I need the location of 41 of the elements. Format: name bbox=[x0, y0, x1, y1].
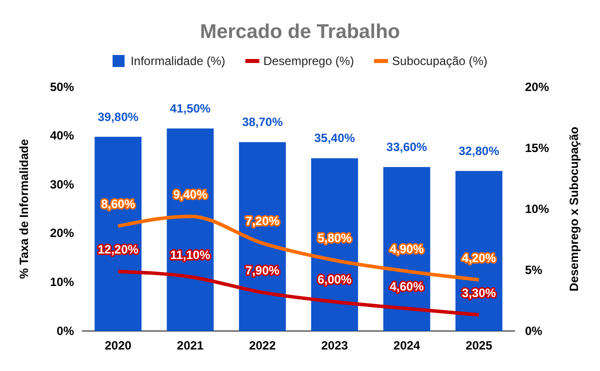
x-tick-label: 2024 bbox=[393, 338, 420, 353]
x-tick-label: 2020 bbox=[104, 338, 132, 353]
y2-tick-label: 5% bbox=[525, 262, 543, 277]
data-label: 41,50% bbox=[170, 101, 211, 116]
data-label: 4,90% bbox=[390, 242, 424, 256]
y-tick-label: 10% bbox=[50, 275, 74, 290]
data-label: 8,60% bbox=[101, 197, 136, 212]
y-axis-title: % Taxa de Informalidade bbox=[17, 138, 31, 279]
data-label: 3,30% bbox=[462, 286, 496, 300]
y2-tick-label: 10% bbox=[525, 202, 550, 216]
data-label: 12,20% bbox=[98, 242, 139, 256]
legend-label: Desemprego (%) bbox=[263, 54, 354, 68]
y2-tick-label: 20% bbox=[525, 80, 550, 94]
x-tick-label: 2025 bbox=[466, 338, 493, 353]
data-label: 9,40% bbox=[173, 187, 208, 202]
y-tick-label: 0% bbox=[56, 324, 74, 338]
legend-label: Informalidade (%) bbox=[130, 54, 226, 68]
data-label: 32,80% bbox=[458, 144, 500, 158]
chart-title: Mercado de Trabalho bbox=[200, 21, 400, 43]
y-tick-label: 50% bbox=[50, 80, 74, 94]
data-label: 38,70% bbox=[242, 115, 284, 130]
data-label: 7,20% bbox=[245, 214, 280, 228]
data-label: 35,40% bbox=[314, 131, 356, 146]
y-tick-label: 30% bbox=[50, 177, 74, 192]
legend-label: Subocupação (%) bbox=[392, 54, 488, 68]
data-label: 6,00% bbox=[318, 272, 352, 287]
data-label: 7,90% bbox=[245, 263, 280, 278]
y2-axis-title: Desemprego x Subocupação bbox=[567, 126, 581, 292]
y-tick-label: 20% bbox=[50, 226, 74, 240]
data-label: 39,80% bbox=[98, 110, 139, 124]
x-tick-label: 2022 bbox=[249, 338, 276, 353]
x-tick-label: 2023 bbox=[321, 338, 348, 353]
y-tick-label: 40% bbox=[50, 128, 74, 143]
data-label: 5,80% bbox=[318, 231, 352, 246]
data-label: 4,60% bbox=[390, 280, 424, 294]
y2-tick-label: 15% bbox=[525, 140, 550, 155]
y2-tick-label: 0% bbox=[525, 324, 543, 338]
data-label: 33,60% bbox=[386, 140, 428, 154]
data-label: 4,20% bbox=[462, 250, 496, 265]
x-tick-label: 2021 bbox=[176, 338, 204, 353]
data-label: 11,10% bbox=[170, 248, 211, 262]
